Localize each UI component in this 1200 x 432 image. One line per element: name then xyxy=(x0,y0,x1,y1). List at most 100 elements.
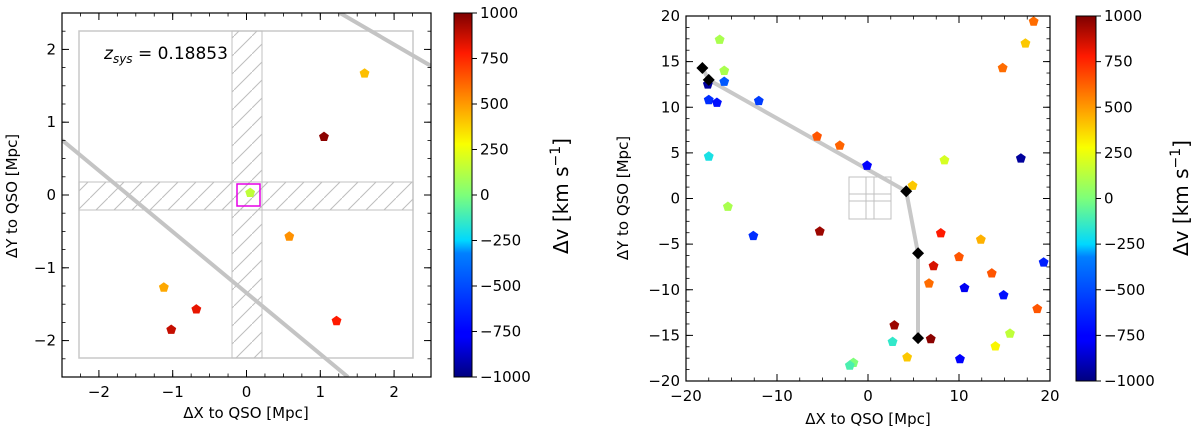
galaxy-point xyxy=(703,94,714,105)
colorbar-tick-label: 750 xyxy=(1104,53,1133,71)
galaxy-point xyxy=(319,131,329,141)
galaxy-point xyxy=(1005,328,1015,338)
left-colorbar-label: Δv [km s−1] xyxy=(548,138,573,254)
left-colorbar: 1000 750 500 250 0 −250 −500 −750 −1000 Δv [km s… xyxy=(453,4,573,386)
colorbar-tick-label: 250 xyxy=(1104,144,1133,162)
colorbar-tick-label: 500 xyxy=(480,95,509,113)
left-x-axis-label: ΔX to QSO [Mpc] xyxy=(183,404,308,422)
y-tick-label: 5 xyxy=(670,144,680,162)
colorbar-tick-label: 1000 xyxy=(480,4,518,22)
x-tick-label: 0 xyxy=(863,387,873,405)
y-tick-label: 20 xyxy=(661,7,680,25)
x-tick-label: −2 xyxy=(88,383,110,401)
galaxy-point xyxy=(712,97,722,107)
colorbar-tick-label: −1000 xyxy=(1104,372,1155,390)
galaxy-point xyxy=(959,282,970,293)
x-tick-label: −20 xyxy=(670,387,702,405)
galaxy-point xyxy=(928,260,939,271)
y-tick-label: −5 xyxy=(658,235,680,253)
colorbar-tick-label: 750 xyxy=(480,50,509,68)
qso-marker-box xyxy=(236,183,261,207)
y-tick-label: −10 xyxy=(648,281,680,299)
galaxy-point xyxy=(719,65,730,75)
x-tick-label: 1 xyxy=(316,383,326,401)
qso-field-grid xyxy=(848,176,892,220)
galaxy-point xyxy=(814,226,825,236)
galaxy-point xyxy=(887,336,898,346)
colorbar-tick-label: 1000 xyxy=(1104,7,1142,25)
galaxy-point xyxy=(1032,303,1043,314)
y-tick-label: −2 xyxy=(34,332,56,350)
galaxy-point xyxy=(1015,153,1026,163)
galaxy-point xyxy=(954,251,964,262)
x-tick-label: −10 xyxy=(761,387,793,405)
colorbar-tick-label: −250 xyxy=(480,232,521,250)
galaxy-point xyxy=(924,278,934,288)
sightline-lower xyxy=(62,138,350,377)
galaxy-point xyxy=(844,360,855,370)
galaxy-point xyxy=(719,76,730,86)
left-y-axis-label: ΔY to QSO [Mpc] xyxy=(3,134,21,258)
galaxy-point xyxy=(812,131,822,141)
redshift-annotation: zsys = 0.18853 xyxy=(103,44,228,66)
galaxy-point xyxy=(902,352,913,362)
right-colorbar-gradient xyxy=(1075,15,1097,382)
path-node-marker xyxy=(912,332,925,345)
galaxy-point xyxy=(998,290,1009,300)
right-colorbar-label: Δv [km s−1] xyxy=(1168,140,1193,256)
y-tick-label: −15 xyxy=(648,326,680,344)
right-y-axis-label: ΔY to QSO [Mpc] xyxy=(614,136,632,260)
right-x-axis-label: ΔX to QSO [Mpc] xyxy=(805,410,930,428)
galaxy-point xyxy=(986,268,997,278)
galaxy-point xyxy=(191,304,202,314)
galaxy-point xyxy=(1020,38,1031,48)
left-colorbar-gradient xyxy=(453,12,473,378)
colorbar-tick-label: −250 xyxy=(1104,235,1145,253)
colorbar-tick-label: −750 xyxy=(1104,326,1145,344)
right-scatter-panel: −20 −10 0 10 20 −20 −15 −10 −5 0 5 10 15 20 ΔX to QSO… xyxy=(614,7,1060,428)
colorbar-tick-label: −500 xyxy=(1104,281,1145,299)
galaxy-point xyxy=(359,68,370,78)
galaxy-point xyxy=(722,201,733,211)
galaxy-point xyxy=(331,315,342,326)
colorbar-tick-label: −1000 xyxy=(480,368,531,386)
colorbar-tick-label: 500 xyxy=(1104,98,1133,116)
left-scatter-panel: −2 −1 0 1 2 −2 −1 0 1 2 zsys = 0.18853 ΔX to QSO … xyxy=(3,12,432,422)
galaxy-point xyxy=(925,333,936,344)
path-node-marker xyxy=(900,185,913,198)
y-tick-label: 1 xyxy=(46,113,56,131)
galaxy-point xyxy=(862,160,872,170)
colorbar-tick-label: 0 xyxy=(1104,190,1114,208)
galaxy-point xyxy=(935,228,946,238)
path-node-marker xyxy=(912,247,925,260)
x-tick-label: 20 xyxy=(1040,387,1059,405)
colorbar-tick-label: 250 xyxy=(480,141,509,159)
y-tick-label: 0 xyxy=(46,186,56,204)
galaxy-point xyxy=(1028,16,1039,26)
galaxy-point xyxy=(753,95,764,106)
galaxy-point xyxy=(245,187,256,197)
galaxy-point xyxy=(284,231,295,241)
x-tick-label: 10 xyxy=(949,387,968,405)
x-tick-label: 0 xyxy=(242,383,252,401)
galaxy-point xyxy=(990,341,1001,351)
path-node-marker xyxy=(702,73,715,86)
galaxy-point xyxy=(907,180,918,190)
y-tick-label: 0 xyxy=(670,190,680,208)
galaxy-point xyxy=(939,155,950,165)
path-node-marker xyxy=(696,62,709,75)
y-tick-label: 10 xyxy=(661,98,680,116)
galaxy-point xyxy=(158,282,169,292)
galaxy-point xyxy=(889,320,900,330)
y-tick-label: −1 xyxy=(34,259,56,277)
colorbar-tick-label: −500 xyxy=(480,277,521,295)
colorbar-tick-label: −750 xyxy=(480,323,521,341)
x-tick-label: 2 xyxy=(389,383,399,401)
galaxy-point xyxy=(166,324,177,334)
galaxy-point xyxy=(955,353,965,364)
right-colorbar: 1000 750 500 250 0 −250 −500 −750 −1000 Δv [km s… xyxy=(1075,7,1193,390)
right-axes-frame xyxy=(685,15,1051,382)
x-tick-label: −1 xyxy=(162,383,184,401)
y-tick-label: 15 xyxy=(661,53,680,71)
